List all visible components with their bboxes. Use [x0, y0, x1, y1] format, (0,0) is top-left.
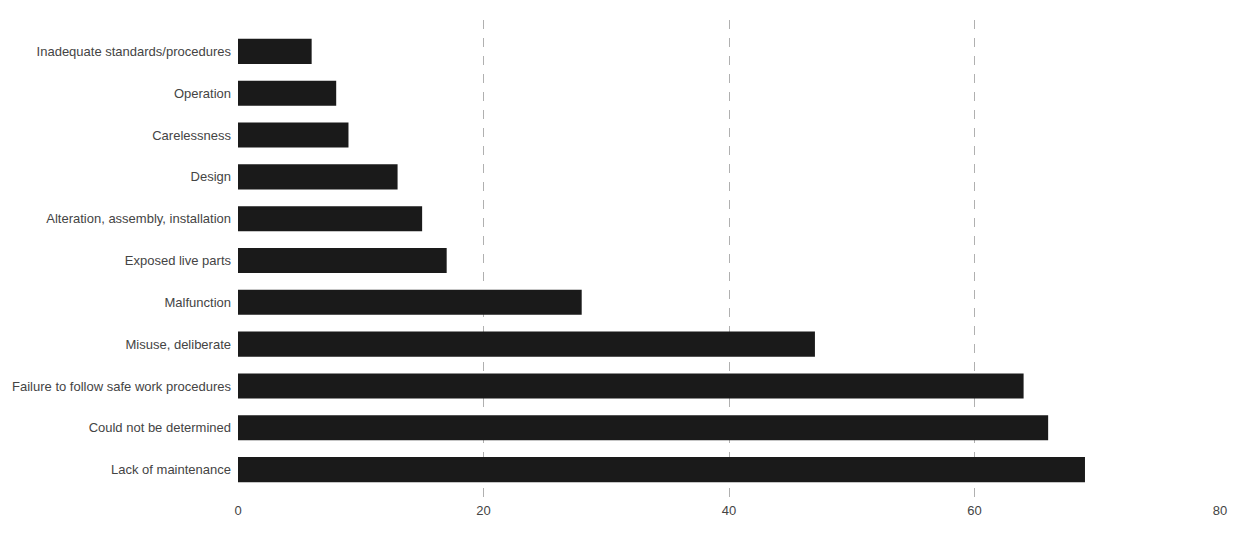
svg-text:Could not be determined: Could not be determined [89, 420, 231, 435]
svg-text:Misuse, deliberate: Misuse, deliberate [126, 337, 232, 352]
svg-text:0: 0 [234, 503, 241, 518]
svg-text:Operation: Operation [174, 86, 231, 101]
svg-text:Alteration, assembly, installa: Alteration, assembly, installation [46, 211, 231, 226]
svg-text:20: 20 [476, 503, 490, 518]
svg-text:60: 60 [967, 503, 981, 518]
svg-text:Lack of maintenance: Lack of maintenance [111, 462, 231, 477]
svg-text:Carelessness: Carelessness [152, 128, 231, 143]
svg-text:40: 40 [722, 503, 736, 518]
svg-text:Design: Design [191, 169, 231, 184]
svg-text:Inadequate standards/procedure: Inadequate standards/procedures [37, 44, 232, 59]
svg-text:Exposed live parts: Exposed live parts [125, 253, 232, 268]
svg-text:Failure to follow safe work pr: Failure to follow safe work procedures [12, 379, 231, 394]
svg-text:Malfunction: Malfunction [165, 295, 231, 310]
svg-text:80: 80 [1213, 503, 1227, 518]
